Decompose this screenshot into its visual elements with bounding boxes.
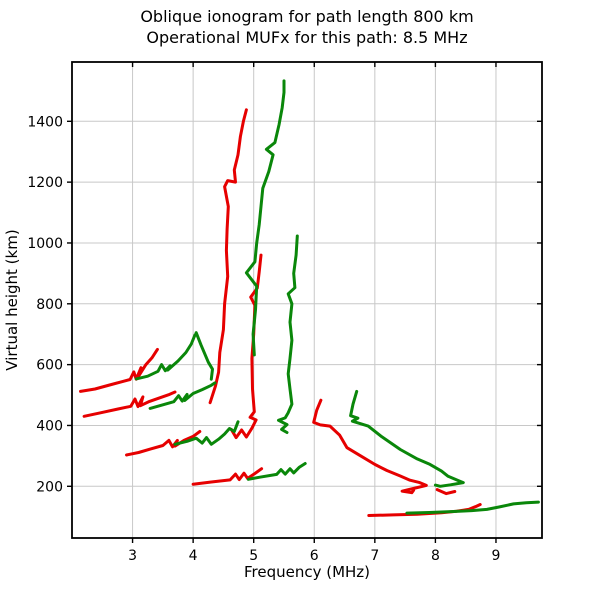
- y-tick-label: 400: [36, 418, 63, 434]
- y-tick-label: 200: [36, 479, 63, 495]
- x-tick-label: 5: [249, 548, 258, 564]
- x-tick-label: 4: [189, 548, 198, 564]
- trace-o-mode-2e-trace: [191, 467, 264, 486]
- trace-x-mode-middle-zigzag: [148, 381, 217, 410]
- tick-labels: 3 4 5 6 7 8 9 200 400 600 800 1000 1200 1400: [27, 114, 500, 564]
- x-tick-label: 8: [431, 548, 440, 564]
- trace-x-mode-nose-descent: [349, 389, 465, 488]
- trace-x-mode-highray-tall: [244, 79, 286, 357]
- trace-o-mode-nose-descent: [312, 398, 428, 495]
- x-tick-label: 7: [370, 548, 379, 564]
- chart-title-line1: Oblique ionogram for path length 800 km: [140, 7, 473, 26]
- trace-x-mode-descent-arc: [194, 331, 214, 381]
- x-tick-label: 6: [310, 548, 319, 564]
- trace-o-mode-middle-zigzag: [82, 390, 177, 418]
- x-tick-label: 9: [492, 548, 501, 564]
- trace-o-mode-lower-zigzag: [125, 430, 202, 457]
- x-axis-label: Frequency (MHz): [244, 563, 370, 581]
- gridlines: [72, 62, 542, 538]
- plot-border: [71, 61, 543, 539]
- trace-x-mode-e-layer-low: [405, 500, 540, 515]
- x-tick-label: 3: [128, 548, 137, 564]
- chart-title-line2: Operational MUFx for this path: 8.5 MHz: [146, 28, 467, 47]
- y-tick-label: 1000: [27, 236, 63, 252]
- trace-x-mode-lower-zigzag: [173, 420, 240, 446]
- trace-lines: [79, 79, 540, 517]
- trace-x-mode-2e-trace: [246, 462, 307, 481]
- y-tick-label: 1400: [27, 114, 63, 130]
- y-tick-label: 800: [36, 297, 63, 313]
- trace-o-mode-highray-inner: [229, 253, 263, 440]
- y-axis-label: Virtual height (km): [3, 229, 21, 370]
- y-tick-label: 1200: [27, 175, 63, 191]
- tick-marks: [67, 62, 542, 543]
- trace-o-mode-stub: [435, 488, 457, 496]
- trace-o-mode-highray-tall: [208, 108, 248, 405]
- axes-spine: [71, 61, 543, 539]
- trace-o-mode-upper-zigzag: [79, 347, 159, 393]
- y-tick-label: 600: [36, 358, 63, 374]
- trace-x-mode-highray-inner: [277, 234, 299, 434]
- trace-x-mode-upper-zigzag: [134, 333, 197, 381]
